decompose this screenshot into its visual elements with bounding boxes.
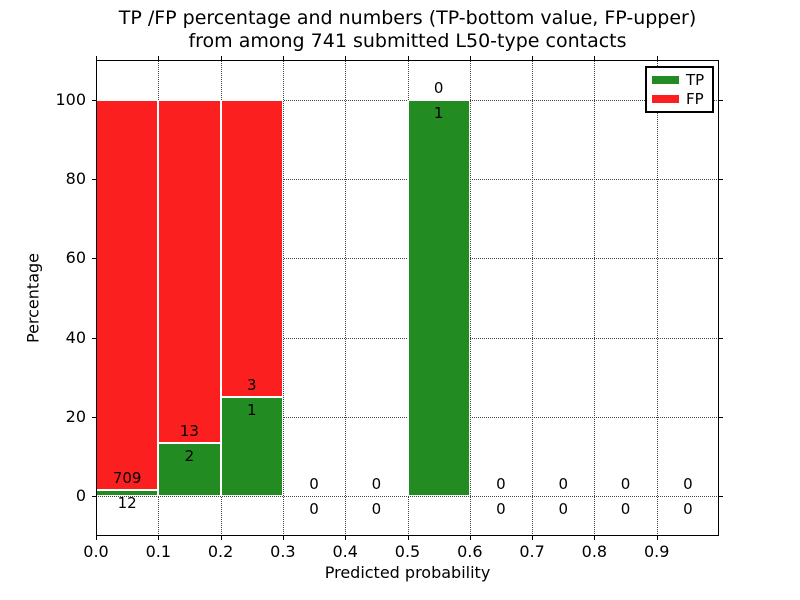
x-tick-mark <box>345 536 347 540</box>
fp-bar-segment <box>220 99 283 398</box>
x-tick-mark-top <box>220 56 222 60</box>
x-tick-mark <box>282 536 284 540</box>
legend-item-fp: FP <box>652 91 707 107</box>
x-tick-label: 0.5 <box>394 542 421 561</box>
x-tick-mark-top <box>407 56 409 60</box>
tp-count-label: 1 <box>433 103 444 122</box>
tp-bar-segment <box>407 99 470 497</box>
v-gridline <box>594 60 596 536</box>
fp-count-label: 0 <box>309 475 319 494</box>
x-tick-label: 0.6 <box>457 542 483 561</box>
y-tick-label: 40 <box>65 327 86 347</box>
y-tick-mark-right <box>719 179 723 180</box>
y-tick-mark <box>92 496 96 498</box>
tp-count-label: 12 <box>117 493 137 512</box>
fp-count-label: 0 <box>683 475 693 494</box>
tp-count-label: 0 <box>496 500 506 519</box>
y-tick-mark <box>92 99 96 101</box>
legend: TP FP <box>645 66 714 113</box>
chart-title-line2: from among 741 submitted L50-type contac… <box>188 30 627 52</box>
v-gridline <box>532 60 534 536</box>
x-tick-mark-top <box>532 56 534 60</box>
fp-swatch <box>652 94 679 103</box>
x-tick-mark-top <box>96 56 97 60</box>
tp-count-label: 0 <box>309 500 319 519</box>
x-tick-mark <box>656 536 658 540</box>
y-tick-label: 20 <box>65 407 86 426</box>
x-tick-mark <box>407 536 409 540</box>
x-tick-label: 0.8 <box>581 542 608 561</box>
x-tick-mark-top <box>594 56 596 60</box>
x-tick-label: 0.1 <box>145 542 172 561</box>
fp-count-label: 709 <box>112 468 142 487</box>
legend-label-fp: FP <box>686 89 704 108</box>
y-tick-mark <box>92 258 96 260</box>
y-tick-label: 80 <box>65 169 86 188</box>
fp-count-label: 13 <box>179 422 199 441</box>
legend-item-tp: TP <box>652 72 707 88</box>
v-gridline <box>282 60 284 536</box>
x-tick-mark <box>220 536 222 540</box>
tp-bar-segment <box>220 397 283 497</box>
x-tick-mark-top <box>469 56 471 60</box>
x-tick-label: 0.0 <box>83 542 109 561</box>
fp-bar-segment <box>158 99 221 444</box>
y-tick-mark-right <box>719 496 723 498</box>
x-tick-label: 0.3 <box>270 542 296 561</box>
tp-swatch <box>652 76 679 85</box>
x-tick-mark <box>96 536 97 540</box>
tp-count-label: 1 <box>246 401 257 420</box>
tp-count-label: 0 <box>620 500 631 519</box>
tp-bar-segment <box>158 443 221 497</box>
v-gridline <box>469 60 471 536</box>
y-tick-mark-right <box>719 99 723 101</box>
x-tick-mark-top <box>158 56 160 60</box>
y-tick-mark <box>92 417 96 418</box>
y-tick-label: 0 <box>75 486 86 506</box>
x-tick-mark <box>594 536 596 540</box>
y-tick-label: 60 <box>65 248 86 268</box>
fp-count-label: 3 <box>246 376 257 395</box>
tp-count-label: 0 <box>371 500 382 519</box>
y-tick-label: 100 <box>55 89 86 109</box>
x-tick-mark-top <box>282 56 284 60</box>
y-tick-mark-right <box>719 417 723 418</box>
fp-count-label: 0 <box>620 475 631 494</box>
fp-count-label: 0 <box>433 78 444 97</box>
tp-count-label: 0 <box>683 500 693 519</box>
y-axis-label: Percentage <box>23 252 43 344</box>
x-tick-mark <box>469 536 471 540</box>
fp-count-label: 0 <box>558 475 569 494</box>
x-tick-mark-top <box>345 56 347 60</box>
tp-count-label: 2 <box>184 447 195 466</box>
x-tick-label: 0.2 <box>207 542 234 561</box>
legend-label-tp: TP <box>686 71 705 90</box>
y-tick-mark <box>92 179 96 180</box>
x-tick-label: 0.9 <box>643 542 670 561</box>
tp-count-label: 0 <box>558 500 569 519</box>
fp-count-label: 0 <box>371 475 382 494</box>
x-tick-label: 0.7 <box>519 542 545 561</box>
chart-title: TP /FP percentage and numbers (TP-bottom… <box>96 7 719 53</box>
fp-bar-segment <box>96 99 159 490</box>
y-tick-mark <box>92 337 96 339</box>
x-axis-label: Predicted probability <box>324 563 491 582</box>
y-tick-mark-right <box>719 258 723 260</box>
x-tick-mark <box>532 536 534 540</box>
x-tick-mark <box>158 536 160 540</box>
plot-area-border <box>96 60 719 536</box>
v-gridline <box>656 60 658 536</box>
x-tick-label: 0.4 <box>332 542 358 561</box>
chart-title-line1: TP /FP percentage and numbers (TP-bottom… <box>118 7 697 29</box>
fp-count-label: 0 <box>496 475 506 494</box>
v-gridline <box>345 60 347 536</box>
y-tick-mark-right <box>719 337 723 339</box>
x-tick-mark-top <box>656 56 658 60</box>
